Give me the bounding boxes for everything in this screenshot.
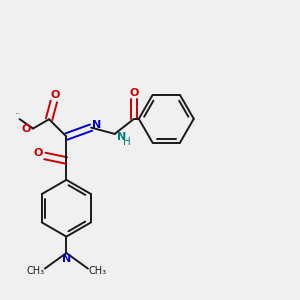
Text: N: N — [62, 254, 71, 264]
Text: O: O — [129, 88, 139, 98]
Text: O: O — [21, 124, 31, 134]
Text: N: N — [117, 132, 127, 142]
Text: CH₃: CH₃ — [26, 266, 44, 276]
Text: methyl: methyl — [16, 112, 20, 114]
Text: O: O — [51, 90, 60, 100]
Text: H: H — [123, 137, 130, 147]
Text: CH₃: CH₃ — [88, 266, 106, 276]
Text: O: O — [34, 148, 43, 158]
Text: N: N — [92, 121, 102, 130]
